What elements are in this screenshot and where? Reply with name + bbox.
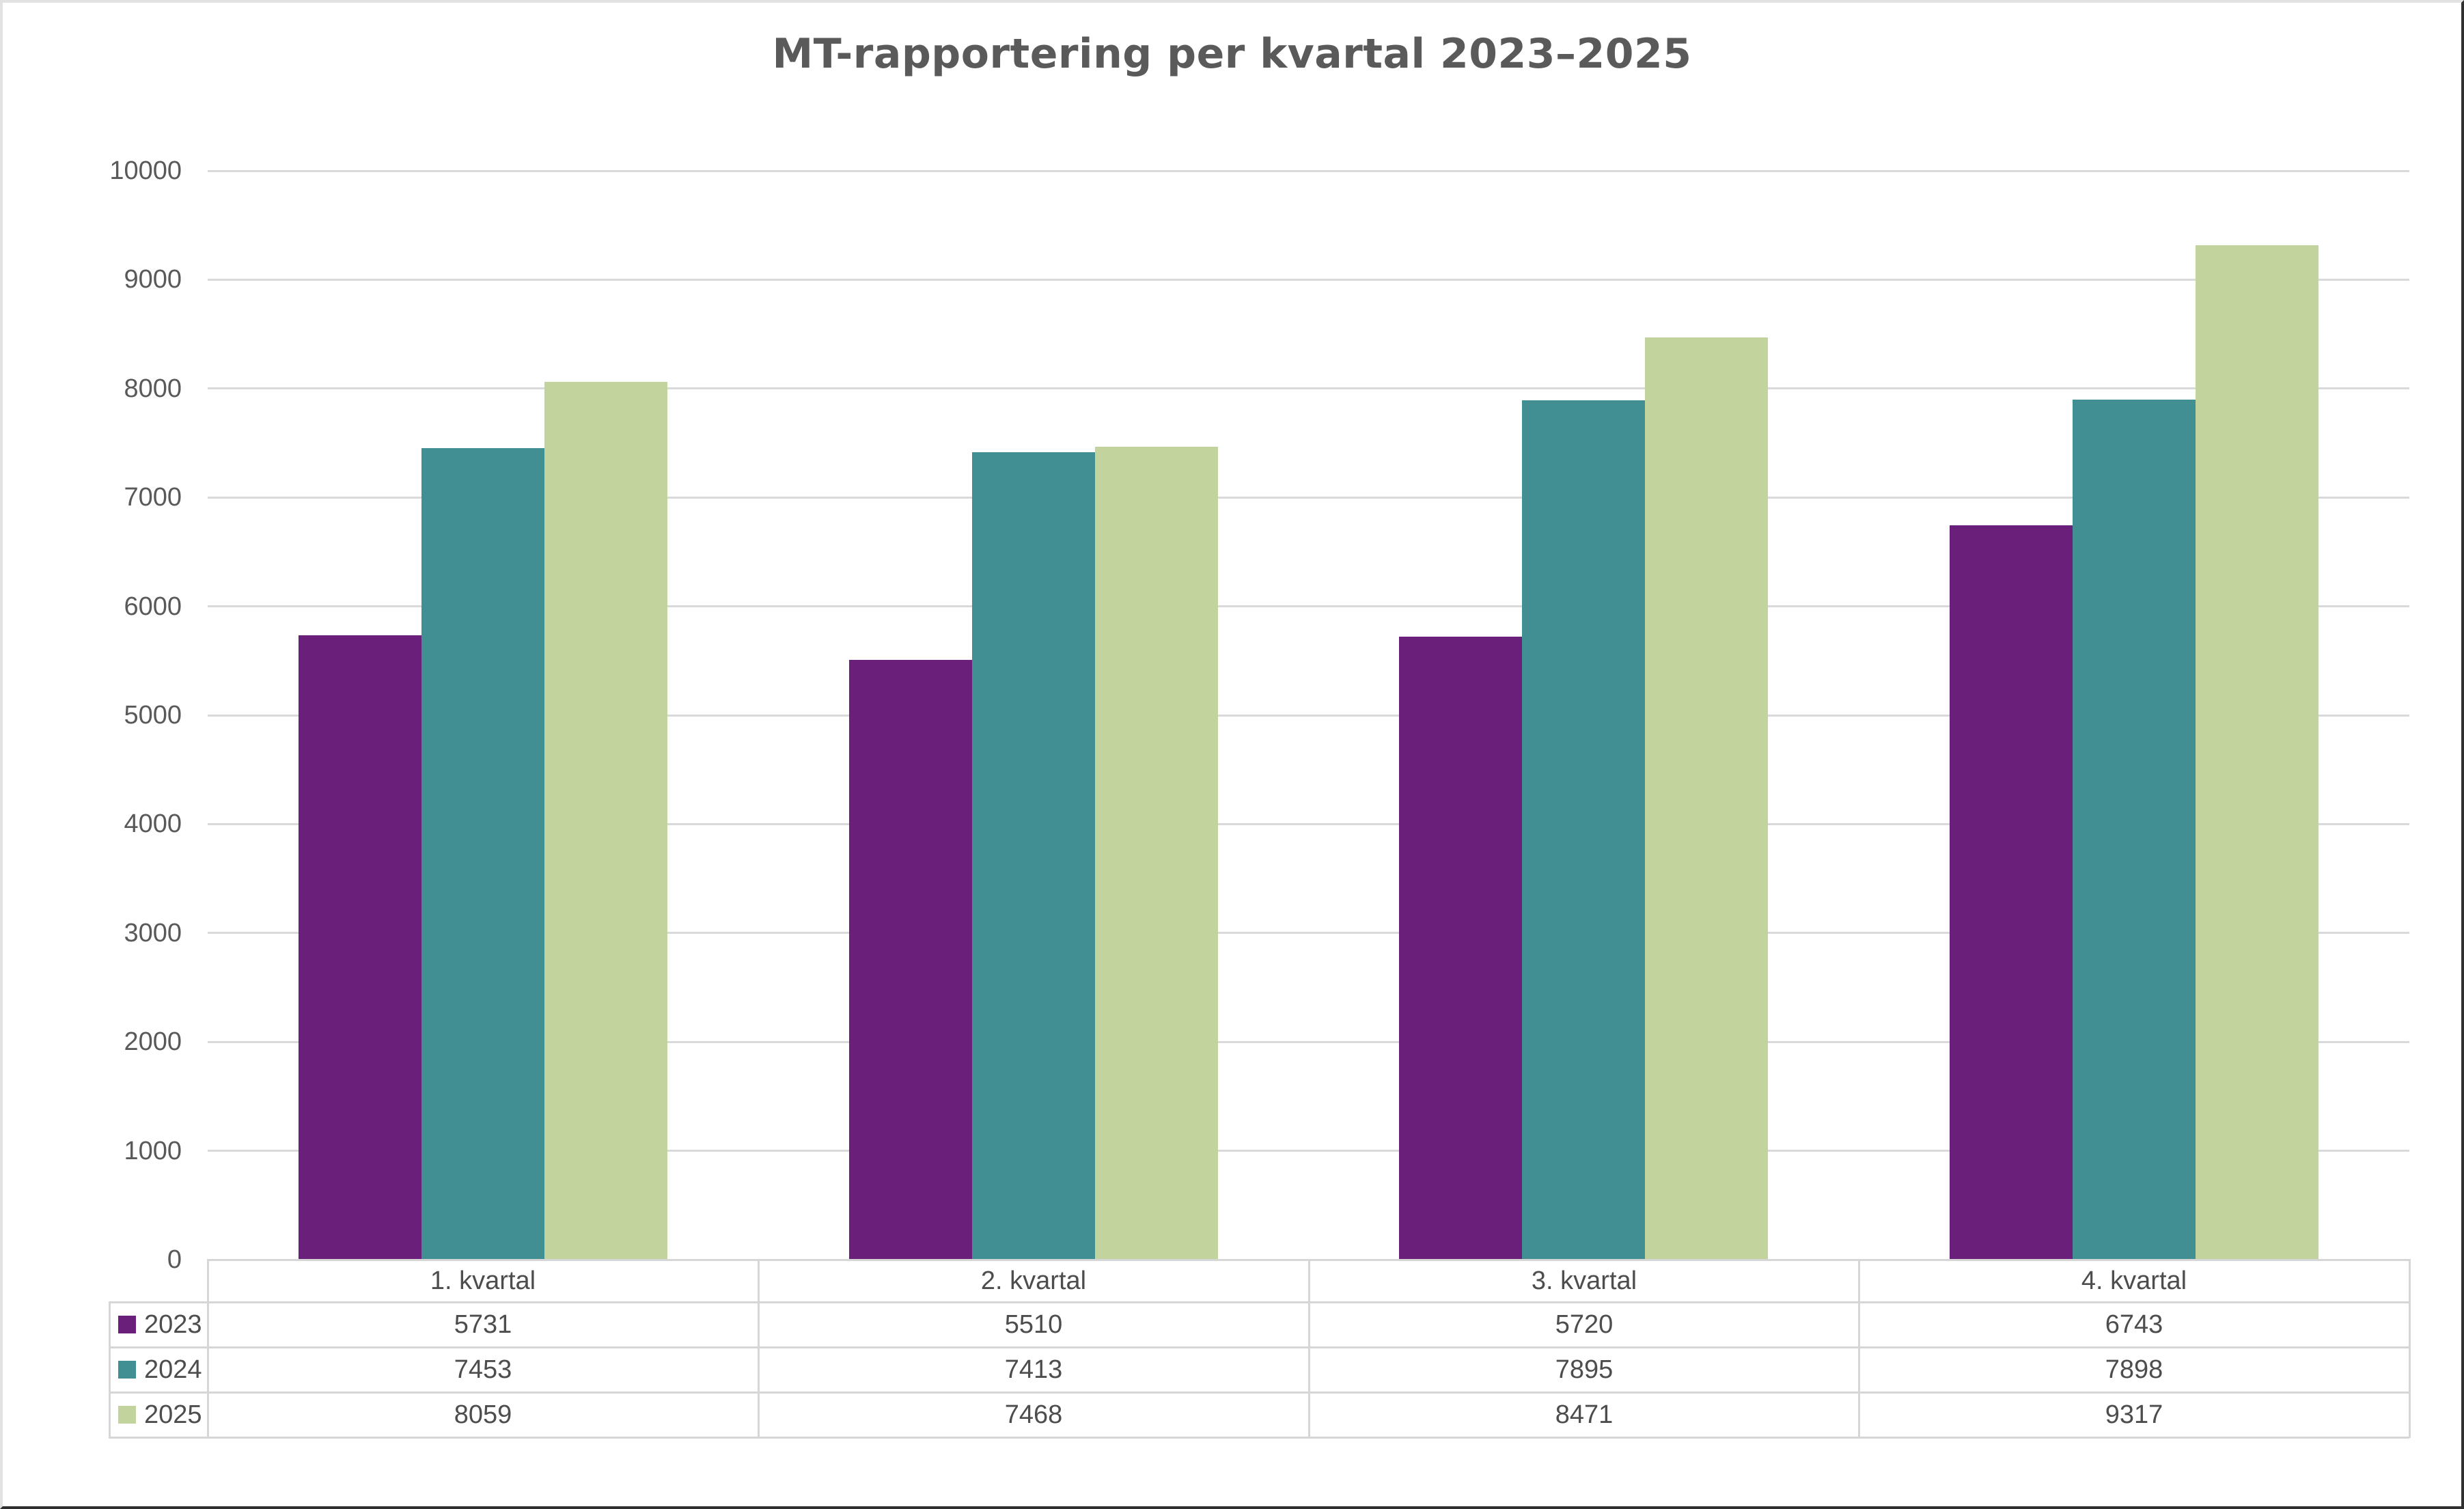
table-row-line-3 — [109, 1437, 2409, 1439]
table-value-2024-4kvartal: 7898 — [2105, 1355, 2163, 1384]
bar-2024-4kvartal — [2073, 400, 2196, 1260]
legend-swatch-2024 — [118, 1361, 136, 1379]
gridline-2000 — [208, 1041, 2409, 1043]
y-axis-tick-label-2000: 2000 — [124, 1027, 182, 1056]
table-value-2024-3kvartal: 7895 — [1555, 1355, 1614, 1384]
legend-swatch-2023 — [118, 1316, 136, 1333]
gridline-8000 — [208, 387, 2409, 389]
table-value-2024-2kvartal: 7413 — [1004, 1355, 1063, 1384]
y-axis-tick-label-0: 0 — [167, 1245, 182, 1274]
y-axis-tick-label-9000: 9000 — [124, 265, 182, 294]
legend-label-2025: 2025 — [144, 1400, 202, 1429]
table-value-2024-1kvartal: 7453 — [454, 1355, 512, 1384]
y-axis-tick-label-3000: 3000 — [124, 919, 182, 947]
table-row-line-1 — [109, 1346, 2409, 1348]
y-axis-tick-label-4000: 4000 — [124, 809, 182, 838]
bar-2025-1kvartal — [544, 382, 667, 1260]
gridline-3000 — [208, 932, 2409, 934]
table-value-2025-2kvartal: 7468 — [1004, 1400, 1063, 1429]
table-header-4kvartal: 4. kvartal — [2081, 1266, 2187, 1295]
gridline-7000 — [208, 497, 2409, 499]
legend-label-2023: 2023 — [144, 1310, 202, 1339]
table-row-line-2 — [109, 1392, 2409, 1394]
bar-2023-4kvartal — [1950, 525, 2073, 1260]
legend-swatch-2025 — [118, 1406, 136, 1424]
bar-2025-4kvartal — [2196, 245, 2318, 1260]
gridline-9000 — [208, 279, 2409, 281]
table-value-2023-1kvartal: 5731 — [454, 1310, 512, 1339]
table-header-3kvartal: 3. kvartal — [1531, 1266, 1637, 1295]
bar-2024-1kvartal — [421, 448, 544, 1260]
table-value-2023-4kvartal: 6743 — [2105, 1310, 2163, 1339]
table-col-line-4 — [2409, 1259, 2411, 1438]
bar-2024-3kvartal — [1522, 400, 1645, 1260]
y-axis-tick-label-5000: 5000 — [124, 701, 182, 730]
bar-2023-1kvartal — [299, 635, 421, 1260]
y-axis-tick-label-6000: 6000 — [124, 592, 182, 621]
gridline-4000 — [208, 823, 2409, 825]
table-row-line-0 — [109, 1301, 2409, 1303]
table-value-2023-3kvartal: 5720 — [1555, 1310, 1614, 1339]
gridline-1000 — [208, 1150, 2409, 1152]
y-axis-tick-label-10000: 10000 — [109, 156, 182, 185]
table-value-2025-4kvartal: 9317 — [2105, 1400, 2163, 1429]
table-col-line-0 — [207, 1259, 209, 1438]
table-col-line-1 — [758, 1259, 760, 1438]
table-value-2025-1kvartal: 8059 — [454, 1400, 512, 1429]
table-header-2kvartal: 2. kvartal — [980, 1266, 1087, 1295]
table-legend-2024: 2024 — [109, 1347, 208, 1392]
y-axis-tick-label-7000: 7000 — [124, 483, 182, 512]
table-border-left — [109, 1301, 111, 1438]
gridline-5000 — [208, 715, 2409, 717]
legend-label-2024: 2024 — [144, 1355, 202, 1384]
chart-title: MT-rapportering per kvartal 2023–2025 — [772, 30, 1692, 78]
y-axis-tick-label-1000: 1000 — [124, 1137, 182, 1165]
bar-2023-3kvartal — [1399, 637, 1522, 1260]
y-axis-tick-label-8000: 8000 — [124, 374, 182, 403]
table-col-line-2 — [1308, 1259, 1310, 1438]
table-value-2025-3kvartal: 8471 — [1555, 1400, 1614, 1429]
table-header-1kvartal: 1. kvartal — [430, 1266, 536, 1295]
bar-2024-2kvartal — [972, 452, 1095, 1260]
gridline-6000 — [208, 605, 2409, 607]
table-value-2023-2kvartal: 5510 — [1004, 1310, 1063, 1339]
bar-2025-3kvartal — [1645, 337, 1768, 1260]
chart-area: 0 1000 2000 3000 4000 5000 6000 7000 8000 9000 100… — [3, 3, 2461, 1506]
gridline-10000 — [208, 170, 2409, 172]
bar-2025-2kvartal — [1095, 447, 1218, 1260]
table-col-line-3 — [1858, 1259, 1860, 1438]
table-legend-2025: 2025 — [109, 1392, 208, 1437]
table-legend-2023: 2023 — [109, 1302, 208, 1347]
bar-2023-2kvartal — [849, 660, 972, 1260]
